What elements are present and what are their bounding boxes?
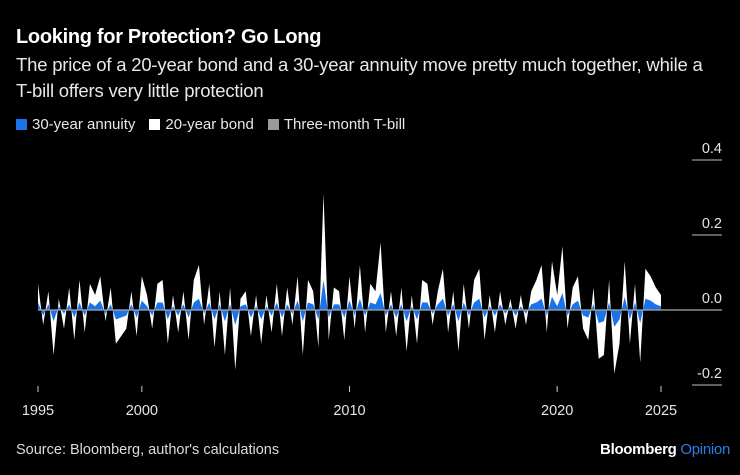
series-area-30-year-annuity xyxy=(38,280,661,327)
brand-main: Bloomberg xyxy=(600,441,677,458)
legend-swatch-annuity xyxy=(16,119,27,130)
legend-label-annuity: 30-year annuity xyxy=(32,116,136,133)
brand-logo: Bloomberg Opinion xyxy=(600,441,730,458)
x-tick-label: 1995 xyxy=(22,403,54,419)
legend-label-bond: 20-year bond xyxy=(165,116,254,133)
legend-label-tbill: Three-month T-bill xyxy=(283,116,406,133)
chart-title: Looking for Protection? Go Long xyxy=(16,26,322,48)
series-area-20-year-bond xyxy=(38,193,661,374)
legend-item-tbill: Three-month T-bill xyxy=(267,116,406,133)
legend-swatch-bond xyxy=(149,119,161,130)
chart-subtitle: The price of a 20-year bond and a 30-yea… xyxy=(16,54,703,101)
x-tick-label: 2010 xyxy=(333,403,365,419)
legend-item-bond: 20-year bond xyxy=(149,116,254,133)
x-axis: 1995 2000 2010 2020 2025 xyxy=(22,386,677,419)
source-note: Source: Bloomberg, author's calculations xyxy=(16,442,280,458)
x-tick-label: 2025 xyxy=(645,403,677,419)
y-tick-label: -0.2 xyxy=(697,366,722,382)
legend: 30-year annuity 20-year bond Three-month… xyxy=(16,116,405,133)
y-tick-label: 0.2 xyxy=(702,216,722,232)
y-tick-label: 0.0 xyxy=(702,291,722,307)
y-axis: 0.4 0.2 0.0 -0.2 xyxy=(692,141,722,386)
x-tick-label: 2000 xyxy=(126,403,158,419)
brand-accent: Opinion xyxy=(680,441,730,458)
series-layer xyxy=(38,193,661,374)
y-tick-label: 0.4 xyxy=(702,141,722,157)
legend-item-annuity: 30-year annuity xyxy=(16,116,135,133)
legend-swatch-tbill xyxy=(267,119,279,130)
x-tick-label: 2020 xyxy=(541,403,573,419)
